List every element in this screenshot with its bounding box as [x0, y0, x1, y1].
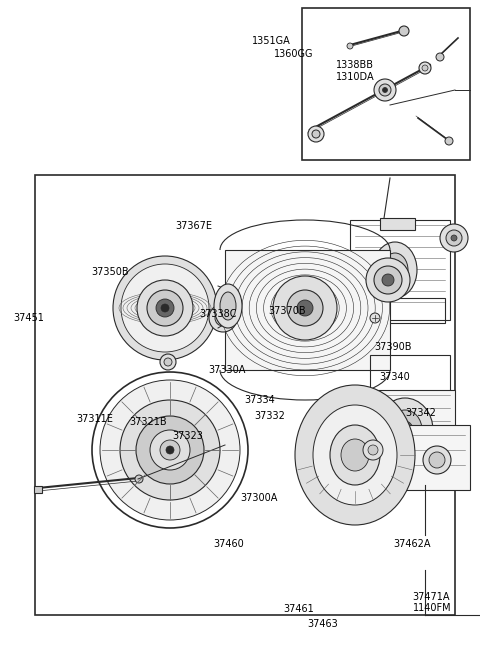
Circle shape: [429, 452, 445, 468]
Ellipse shape: [373, 242, 417, 298]
Text: 37471A
1140FM: 37471A 1140FM: [413, 592, 451, 613]
Bar: [302, 8, 470, 160]
Circle shape: [166, 446, 174, 454]
Text: 37462A: 37462A: [394, 538, 431, 549]
Circle shape: [209, 304, 237, 332]
Ellipse shape: [377, 398, 433, 462]
Bar: [405, 425, 470, 490]
Circle shape: [121, 264, 209, 352]
Circle shape: [160, 440, 180, 460]
Text: 1338BB: 1338BB: [336, 60, 374, 71]
Circle shape: [156, 299, 174, 317]
Circle shape: [164, 358, 172, 366]
Circle shape: [312, 130, 320, 138]
Text: 37463: 37463: [307, 618, 338, 629]
Text: 37330A: 37330A: [209, 365, 246, 375]
Circle shape: [368, 445, 378, 455]
Ellipse shape: [341, 439, 369, 471]
Ellipse shape: [382, 253, 408, 287]
Ellipse shape: [388, 410, 422, 450]
Text: 37323: 37323: [173, 430, 204, 441]
Ellipse shape: [313, 405, 397, 505]
Circle shape: [354, 387, 366, 399]
Ellipse shape: [214, 284, 242, 328]
Ellipse shape: [220, 292, 236, 320]
Bar: [35, 175, 455, 615]
Circle shape: [113, 256, 217, 360]
Circle shape: [150, 430, 190, 470]
Circle shape: [347, 43, 353, 49]
Text: 37311E: 37311E: [77, 414, 114, 424]
Circle shape: [147, 290, 183, 326]
Circle shape: [451, 235, 457, 241]
Circle shape: [379, 84, 391, 96]
Circle shape: [135, 475, 143, 483]
Text: 1360GG: 1360GG: [274, 49, 313, 60]
Text: 37340: 37340: [379, 371, 410, 382]
Bar: [380, 218, 415, 230]
Ellipse shape: [382, 274, 394, 286]
Circle shape: [446, 230, 462, 246]
Polygon shape: [225, 250, 390, 370]
Text: 37350B: 37350B: [91, 267, 129, 277]
Circle shape: [161, 304, 169, 312]
Circle shape: [445, 137, 453, 145]
Text: 37460: 37460: [214, 538, 244, 549]
Circle shape: [419, 62, 431, 74]
Circle shape: [436, 53, 444, 61]
Text: 37342: 37342: [406, 407, 436, 418]
Text: 37332: 37332: [254, 411, 285, 421]
Circle shape: [160, 354, 176, 370]
Text: 1310DA: 1310DA: [336, 72, 374, 83]
Bar: [355, 390, 455, 470]
Text: 37370B: 37370B: [268, 306, 305, 316]
Circle shape: [100, 380, 240, 520]
Circle shape: [308, 126, 324, 142]
Circle shape: [120, 400, 220, 500]
Text: 37338C: 37338C: [199, 309, 237, 320]
Circle shape: [440, 224, 468, 252]
Text: 37321B: 37321B: [130, 417, 167, 428]
Text: 37461: 37461: [283, 604, 314, 614]
Text: 37390B: 37390B: [374, 342, 412, 352]
Bar: [370, 355, 450, 395]
Bar: [355, 298, 445, 323]
Bar: [350, 220, 450, 320]
Circle shape: [374, 79, 396, 101]
Circle shape: [370, 313, 380, 323]
Circle shape: [375, 466, 385, 476]
Text: 1351GA: 1351GA: [252, 36, 291, 47]
Ellipse shape: [366, 258, 410, 302]
Circle shape: [137, 280, 193, 336]
Circle shape: [399, 26, 409, 36]
Circle shape: [423, 446, 451, 474]
Circle shape: [422, 65, 428, 71]
Ellipse shape: [390, 264, 400, 276]
Circle shape: [287, 290, 323, 326]
Circle shape: [92, 372, 248, 528]
Circle shape: [215, 310, 231, 326]
Text: 37367E: 37367E: [175, 221, 212, 231]
Circle shape: [220, 315, 226, 321]
Circle shape: [297, 300, 313, 316]
Circle shape: [136, 416, 204, 484]
Circle shape: [363, 440, 383, 460]
Ellipse shape: [397, 421, 413, 439]
Ellipse shape: [295, 385, 415, 525]
Circle shape: [383, 88, 387, 92]
Text: 37451: 37451: [13, 312, 44, 323]
Bar: [34, 486, 42, 493]
Text: 37300A: 37300A: [240, 493, 277, 503]
Ellipse shape: [374, 266, 402, 294]
Circle shape: [273, 276, 337, 340]
Text: 37334: 37334: [245, 394, 276, 405]
Ellipse shape: [330, 425, 380, 485]
